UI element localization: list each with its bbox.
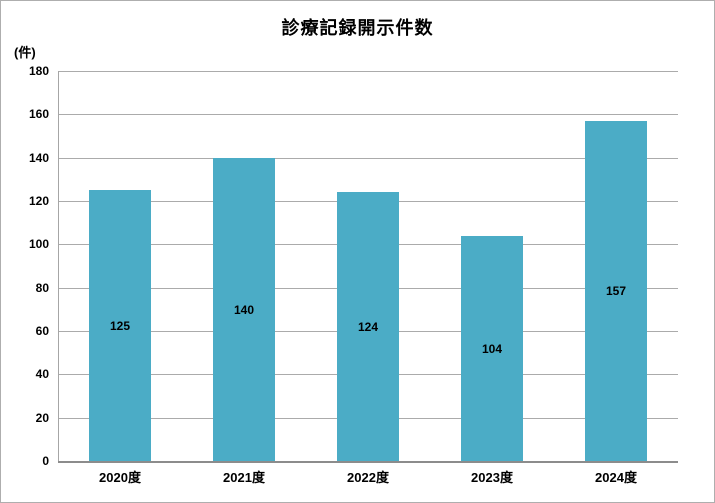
bar-2024度: 157 (585, 121, 647, 461)
y-tick-label-120: 120 (28, 194, 49, 208)
bar-2021度: 140 (213, 158, 275, 461)
bar-2020度: 125 (89, 190, 151, 461)
y-tick-label-100: 100 (28, 237, 49, 251)
y-tick-label-140: 140 (28, 151, 49, 165)
bar-2022度: 124 (337, 192, 399, 461)
y-tick-label-40: 40 (35, 367, 49, 381)
gridline-180 (58, 71, 678, 72)
x-tick-label-2021度: 2021度 (223, 470, 265, 485)
y-tick-label-0: 0 (42, 454, 49, 468)
y-tick-label-60: 60 (35, 324, 49, 338)
gridline-160 (58, 114, 678, 115)
y-axis-unit-label: (件) (14, 45, 36, 60)
y-axis-line (58, 71, 59, 461)
bar-2023度: 104 (461, 236, 523, 461)
y-tick-label-20: 20 (35, 411, 49, 425)
chart-title: 診療記録開示件数 (281, 18, 434, 38)
bar-value-label-2021度: 140 (233, 302, 255, 317)
x-tick-label-2022度: 2022度 (347, 470, 389, 485)
x-tick-label-2020度: 2020度 (99, 470, 141, 485)
bar-value-label-2022度: 124 (357, 319, 379, 334)
bar-value-label-2020度: 125 (109, 318, 131, 333)
x-tick-label-2024度: 2024度 (595, 470, 637, 485)
gridline-140 (58, 158, 678, 159)
y-tick-label-160: 160 (28, 107, 49, 121)
y-tick-label-80: 80 (35, 281, 49, 295)
x-axis-line (58, 461, 678, 463)
bar-value-label-2024度: 157 (605, 284, 627, 298)
y-tick-label-180: 180 (28, 64, 49, 78)
x-tick-label-2023度: 2023度 (471, 470, 513, 485)
bar-value-label-2023度: 104 (481, 341, 503, 356)
